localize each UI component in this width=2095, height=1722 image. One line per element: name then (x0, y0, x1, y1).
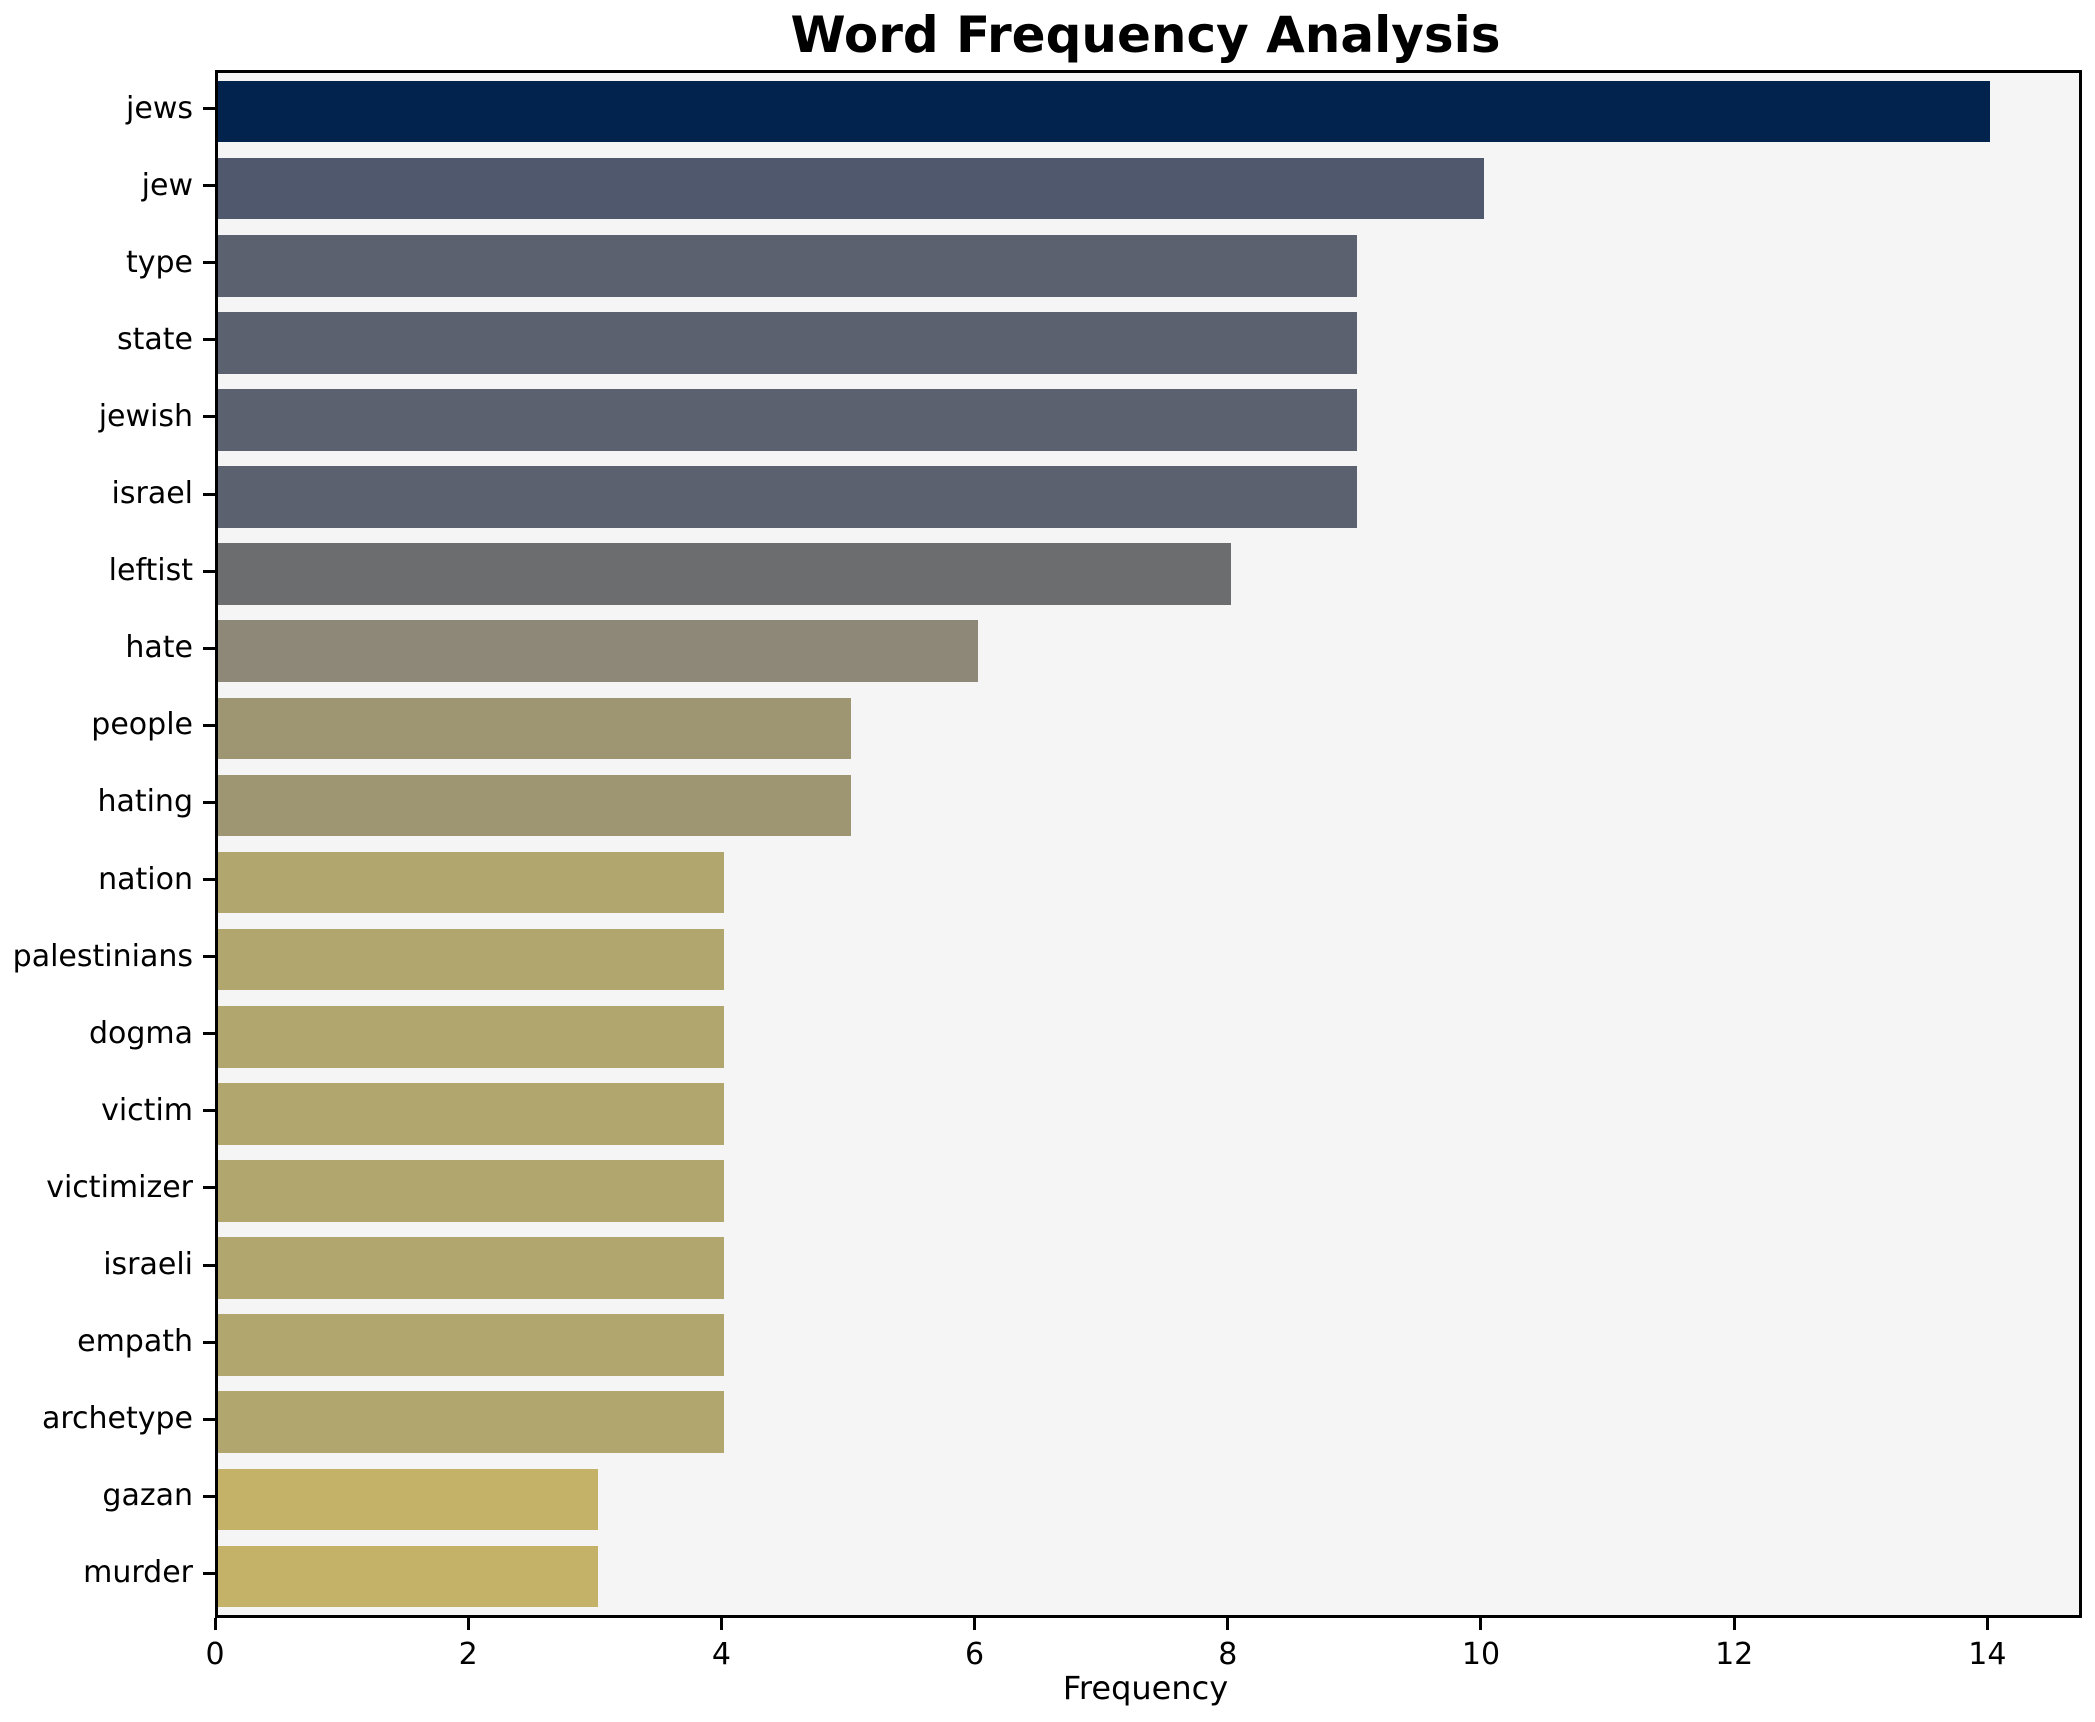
ytick-mark-victim (203, 1109, 215, 1113)
bar-murder (218, 1545, 598, 1608)
ytick-mark-state (203, 338, 215, 342)
ytick-mark-israel (203, 492, 215, 496)
xtick-label-0: 0 (205, 1637, 225, 1672)
ytick-label-palestinians: palestinians (12, 938, 193, 974)
ytick-label-gazan: gazan (102, 1478, 193, 1514)
ytick-mark-victimizer (203, 1186, 215, 1190)
ytick-label-hate: hate (125, 630, 193, 666)
bar-nation (218, 851, 725, 914)
ytick-label-victim: victim (101, 1092, 193, 1128)
ytick-label-victimizer: victimizer (46, 1169, 193, 1205)
xtick-label-10: 10 (1461, 1637, 1501, 1672)
bar-archetype (218, 1391, 725, 1454)
xtick-label-12: 12 (1715, 1637, 1754, 1672)
ytick-label-jews: jews (126, 90, 193, 126)
ytick-label-hating: hating (97, 784, 193, 820)
ytick-mark-murder (203, 1571, 215, 1575)
ytick-label-empath: empath (77, 1324, 193, 1360)
bar-empath (218, 1314, 725, 1376)
chart-title: Word Frequency Analysis (790, 6, 1501, 64)
ytick-label-israel: israel (111, 476, 193, 512)
ytick-label-archetype: archetype (41, 1401, 193, 1437)
bar-israel (218, 466, 1358, 528)
ytick-mark-nation (203, 878, 215, 882)
bar-hating (218, 774, 851, 837)
ytick-mark-empath (203, 1340, 215, 1344)
xtick-label-8: 8 (1218, 1637, 1238, 1672)
xtick-mark-0 (213, 1618, 217, 1630)
ytick-mark-type (203, 261, 215, 265)
bar-israeli (218, 1237, 725, 1299)
bar-hate (218, 620, 978, 683)
ytick-mark-hate (203, 646, 215, 650)
ytick-label-state: state (117, 321, 193, 357)
xtick-label-2: 2 (458, 1637, 478, 1672)
bar-state (218, 312, 1358, 374)
bar-jewish (218, 389, 1358, 451)
bar-victim (218, 1083, 725, 1145)
ytick-label-type: type (125, 244, 193, 280)
ytick-mark-jews (203, 107, 215, 111)
ytick-mark-dogma (203, 1032, 215, 1036)
ytick-mark-archetype (203, 1417, 215, 1421)
bar-victimizer (218, 1160, 725, 1222)
xtick-mark-8 (1226, 1618, 1230, 1630)
bar-jews (218, 80, 1991, 143)
bar-gazan (218, 1468, 598, 1531)
ytick-mark-israeli (203, 1263, 215, 1267)
xtick-mark-2 (466, 1618, 470, 1630)
ytick-mark-hating (203, 800, 215, 804)
xtick-mark-4 (719, 1618, 723, 1630)
xtick-mark-10 (1479, 1618, 1483, 1630)
bar-people (218, 697, 851, 760)
ytick-mark-gazan (203, 1494, 215, 1498)
ytick-label-jewish: jewish (98, 398, 193, 434)
ytick-mark-people (203, 723, 215, 727)
plot-area (215, 70, 2082, 1618)
ytick-label-murder: murder (83, 1555, 193, 1591)
xtick-label-14: 14 (1968, 1637, 2007, 1672)
xtick-mark-12 (1732, 1618, 1736, 1630)
ytick-label-leftist: leftist (108, 553, 193, 589)
bar-palestinians (218, 928, 725, 991)
xtick-label-4: 4 (711, 1637, 731, 1672)
x-axis-label: Frequency (1062, 1669, 1229, 1707)
bars-layer (218, 73, 2079, 1615)
bar-type (218, 234, 1358, 297)
ytick-mark-jewish (203, 415, 215, 419)
bar-leftist (218, 543, 1231, 605)
ytick-label-dogma: dogma (88, 1015, 193, 1051)
bar-dogma (218, 1005, 725, 1068)
xtick-label-6: 6 (965, 1637, 985, 1672)
ytick-label-israeli: israeli (103, 1247, 193, 1283)
ytick-mark-leftist (203, 569, 215, 573)
ytick-mark-jew (203, 184, 215, 188)
xtick-mark-6 (973, 1618, 977, 1630)
ytick-label-nation: nation (98, 861, 193, 897)
bar-jew (218, 157, 1484, 220)
ytick-mark-palestinians (203, 955, 215, 959)
ytick-label-jew: jew (141, 167, 193, 203)
ytick-label-people: people (91, 707, 193, 743)
xtick-mark-14 (1985, 1618, 1989, 1630)
